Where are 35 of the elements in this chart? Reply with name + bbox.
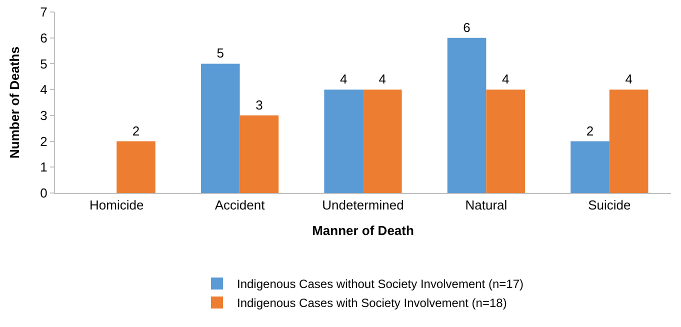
data-label: 2 bbox=[132, 123, 140, 138]
data-label: 4 bbox=[340, 72, 348, 87]
bar bbox=[609, 90, 648, 193]
y-tick-label: 7 bbox=[40, 4, 48, 20]
legend-label: Indigenous Cases without Society Involvement (n=17) bbox=[237, 277, 524, 292]
legend-label: Indigenous Cases with Society Involvement (n=18) bbox=[237, 296, 507, 310]
y-tick-label: 3 bbox=[40, 108, 48, 123]
data-label: 2 bbox=[586, 123, 594, 138]
data-label: 5 bbox=[216, 46, 224, 61]
x-axis-title: Manner of Death bbox=[312, 223, 414, 238]
y-tick-label: 0 bbox=[40, 186, 48, 201]
y-tick-label: 2 bbox=[40, 134, 48, 149]
y-axis-title: Number of Deaths bbox=[7, 46, 22, 158]
bar bbox=[486, 90, 526, 193]
bar bbox=[200, 64, 240, 193]
bar bbox=[116, 141, 156, 193]
bar bbox=[363, 90, 402, 193]
bar bbox=[324, 90, 363, 193]
data-label: 6 bbox=[463, 20, 470, 35]
x-tick-label: Suicide bbox=[588, 198, 631, 213]
data-label: 4 bbox=[625, 72, 632, 87]
data-label: 4 bbox=[502, 72, 510, 87]
x-tick-label: Natural bbox=[465, 198, 508, 213]
x-tick-label: Undetermined bbox=[322, 198, 404, 213]
bar bbox=[570, 141, 610, 193]
bar bbox=[447, 38, 486, 193]
x-tick-label: Homicide bbox=[90, 198, 144, 213]
y-tick-label: 4 bbox=[40, 82, 48, 98]
data-label: 3 bbox=[256, 97, 263, 112]
data-label: 4 bbox=[378, 72, 386, 87]
y-tick-label: 1 bbox=[40, 160, 48, 175]
y-tick-label: 6 bbox=[40, 30, 48, 46]
bar bbox=[240, 115, 279, 193]
y-tick-label: 5 bbox=[40, 56, 48, 72]
x-tick-label: Accident bbox=[214, 198, 266, 213]
